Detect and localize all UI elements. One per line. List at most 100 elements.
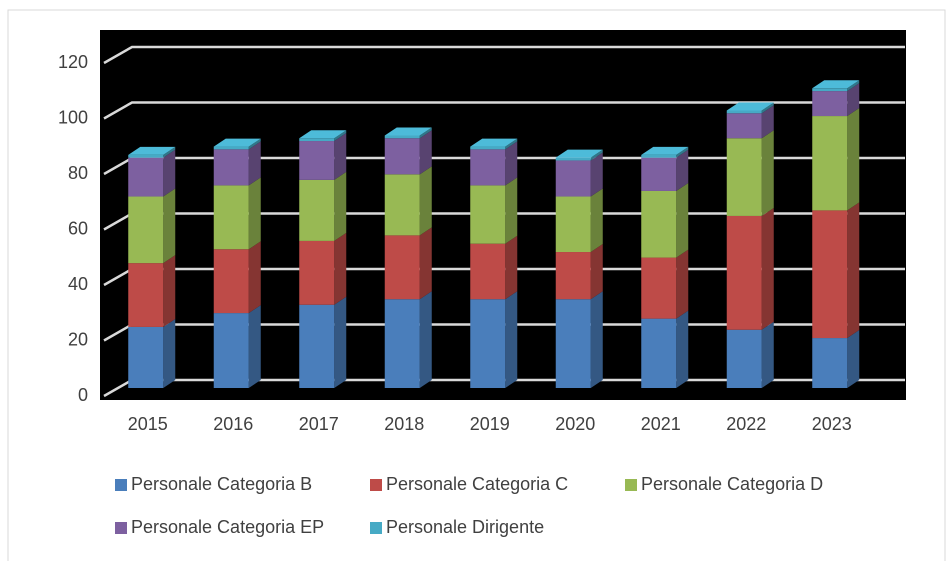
bar-top xyxy=(470,138,518,147)
bar xyxy=(384,235,420,300)
bar-side xyxy=(163,149,176,197)
bar xyxy=(726,138,762,216)
y-tick-label: 20 xyxy=(68,329,88,349)
bar xyxy=(812,88,848,92)
bar-side xyxy=(676,310,689,388)
bar-side xyxy=(248,141,261,186)
x-tick-label: 2020 xyxy=(555,414,595,434)
bar xyxy=(213,146,249,150)
legend-swatch xyxy=(370,479,382,491)
y-tick-label: 0 xyxy=(78,385,88,405)
bar-top xyxy=(641,146,689,155)
grid-line xyxy=(103,45,905,65)
legend-label: Personale Categoria D xyxy=(641,474,823,494)
bar xyxy=(641,190,677,258)
bar xyxy=(128,154,164,158)
bar-side xyxy=(590,149,603,161)
bar-side xyxy=(163,255,176,327)
bar xyxy=(812,210,848,339)
bar xyxy=(726,329,762,388)
bar-side xyxy=(761,130,774,216)
bar xyxy=(384,138,420,175)
x-tick-label: 2018 xyxy=(384,414,424,434)
y-tick-label: 40 xyxy=(68,274,88,294)
bar-side xyxy=(590,152,603,197)
bar xyxy=(384,299,420,388)
bar-side xyxy=(334,130,347,142)
bar-side xyxy=(163,146,176,158)
legend-swatch xyxy=(370,522,382,534)
bar-side xyxy=(761,102,774,114)
bar-side xyxy=(847,202,860,339)
bar xyxy=(555,160,591,197)
bar-side xyxy=(248,241,261,314)
bar-side xyxy=(419,130,432,175)
bar xyxy=(641,157,677,191)
bar xyxy=(812,91,848,117)
bar-side xyxy=(761,321,774,388)
bar xyxy=(299,240,335,305)
bar-side xyxy=(505,235,518,300)
bar-side xyxy=(419,127,432,139)
bar-side xyxy=(847,330,860,388)
bar-side xyxy=(505,138,518,150)
bar xyxy=(726,110,762,114)
bar-side xyxy=(334,133,347,180)
x-tick-label: 2022 xyxy=(726,414,766,434)
legend-swatch xyxy=(115,522,127,534)
bar xyxy=(128,157,164,197)
bar-side xyxy=(505,141,518,186)
bar xyxy=(299,304,335,388)
bar xyxy=(299,141,335,180)
bar xyxy=(470,149,506,186)
bar xyxy=(555,252,591,300)
x-tick-label: 2021 xyxy=(641,414,681,434)
bar xyxy=(470,185,506,244)
bar-side xyxy=(505,291,518,388)
bar xyxy=(128,196,164,264)
bar xyxy=(299,138,335,142)
bar-side xyxy=(163,318,176,388)
bar-side xyxy=(505,177,518,244)
x-tick-label: 2015 xyxy=(128,414,168,434)
y-tick-label: 60 xyxy=(68,218,88,238)
y-tick-label: 100 xyxy=(58,107,88,127)
bar-side xyxy=(248,305,261,388)
x-tick-label: 2023 xyxy=(812,414,852,434)
legend-label: Personale Categoria C xyxy=(386,474,568,494)
legend-label: Personale Categoria EP xyxy=(131,517,324,537)
bar xyxy=(213,313,249,388)
bar-side xyxy=(334,232,347,305)
legend-swatch xyxy=(625,479,637,491)
bar xyxy=(555,157,591,161)
bar-side xyxy=(676,182,689,258)
bar-side xyxy=(334,296,347,388)
bar-top xyxy=(726,102,774,111)
bar-side xyxy=(163,188,176,264)
bar-top xyxy=(213,138,261,147)
bar xyxy=(470,146,506,150)
chart-frame xyxy=(7,9,946,561)
bar-side xyxy=(419,227,432,300)
bar-side xyxy=(419,291,432,388)
bar xyxy=(213,185,249,250)
bar xyxy=(641,318,677,388)
bar xyxy=(470,299,506,388)
bar-side xyxy=(590,188,603,253)
bar xyxy=(299,179,335,241)
bar xyxy=(470,243,506,300)
bar xyxy=(128,326,164,388)
bar-side xyxy=(761,105,774,139)
bar-side xyxy=(590,244,603,300)
bar xyxy=(384,174,420,236)
legend-label: Personale Categoria B xyxy=(131,474,312,494)
bar-top xyxy=(812,80,860,89)
bar xyxy=(555,299,591,388)
bar-side xyxy=(847,83,860,117)
bar xyxy=(812,338,848,388)
bar xyxy=(213,149,249,186)
x-tick-label: 2017 xyxy=(299,414,339,434)
bar xyxy=(384,135,420,139)
bar-top xyxy=(128,146,176,155)
